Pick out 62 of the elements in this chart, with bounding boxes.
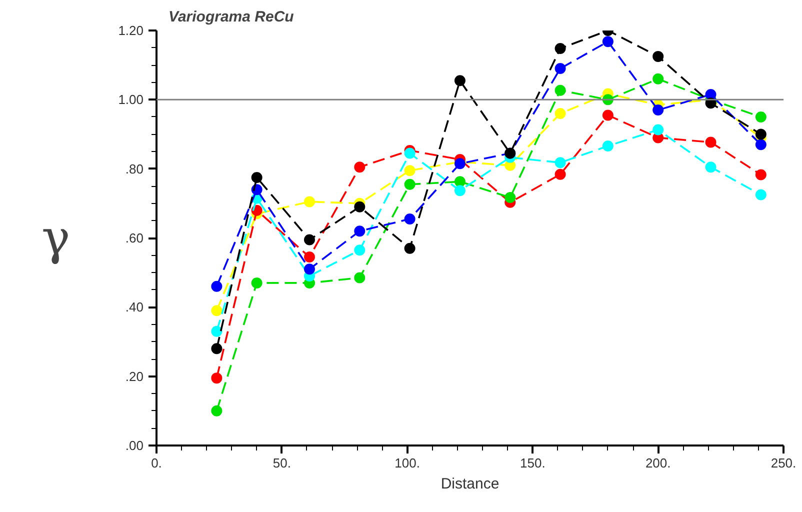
point bbox=[602, 110, 614, 121]
point bbox=[304, 252, 315, 263]
point bbox=[554, 168, 566, 180]
point bbox=[354, 201, 366, 212]
point bbox=[454, 75, 466, 86]
point bbox=[755, 128, 766, 140]
y-axis-title: γ bbox=[42, 210, 70, 266]
point bbox=[554, 157, 566, 168]
point bbox=[354, 272, 366, 284]
point bbox=[404, 242, 416, 254]
point bbox=[554, 63, 566, 74]
point bbox=[705, 136, 716, 148]
point bbox=[454, 185, 466, 196]
point bbox=[251, 277, 262, 288]
x-axis-title: Distance bbox=[440, 476, 500, 492]
point bbox=[554, 84, 566, 96]
point bbox=[211, 405, 222, 416]
point bbox=[755, 139, 766, 150]
x-tick-label: 50. bbox=[272, 456, 291, 470]
x-tick-label: 250. bbox=[770, 456, 796, 470]
point bbox=[454, 176, 466, 188]
x-tick-label: 150. bbox=[520, 456, 546, 470]
point bbox=[652, 124, 664, 136]
y-tick-label: 1.00 bbox=[118, 92, 144, 108]
y-tick-label: .80 bbox=[125, 161, 144, 176]
point bbox=[404, 165, 416, 176]
point bbox=[705, 162, 716, 173]
point bbox=[304, 196, 315, 208]
point bbox=[602, 140, 614, 152]
point bbox=[554, 108, 566, 119]
chart-title: Variograma ReCu bbox=[168, 8, 294, 26]
point bbox=[602, 36, 614, 48]
point bbox=[652, 104, 664, 116]
point bbox=[304, 234, 315, 246]
point bbox=[652, 50, 664, 62]
point bbox=[755, 169, 766, 180]
point bbox=[211, 326, 222, 337]
point bbox=[211, 305, 222, 316]
point bbox=[504, 192, 516, 204]
point bbox=[354, 162, 366, 173]
point bbox=[211, 343, 222, 354]
point bbox=[354, 226, 366, 237]
point bbox=[251, 172, 262, 183]
y-tick-label: 1.20 bbox=[118, 23, 144, 38]
y-tick-label: .60 bbox=[125, 230, 144, 246]
point bbox=[354, 244, 366, 256]
point bbox=[404, 178, 416, 190]
point bbox=[211, 280, 222, 292]
y-tick-label: .00 bbox=[125, 438, 144, 453]
point bbox=[755, 189, 766, 200]
point bbox=[652, 73, 664, 84]
point bbox=[304, 264, 315, 275]
y-tick-label: .40 bbox=[125, 300, 144, 315]
point bbox=[755, 111, 766, 122]
x-tick-label: 0. bbox=[151, 456, 162, 470]
x-tick-label: 200. bbox=[645, 456, 671, 470]
y-tick-label: .20 bbox=[125, 368, 144, 384]
point bbox=[211, 372, 222, 384]
point bbox=[404, 148, 416, 159]
point bbox=[554, 42, 566, 54]
x-tick-label: 100. bbox=[394, 456, 420, 470]
point bbox=[404, 213, 416, 224]
